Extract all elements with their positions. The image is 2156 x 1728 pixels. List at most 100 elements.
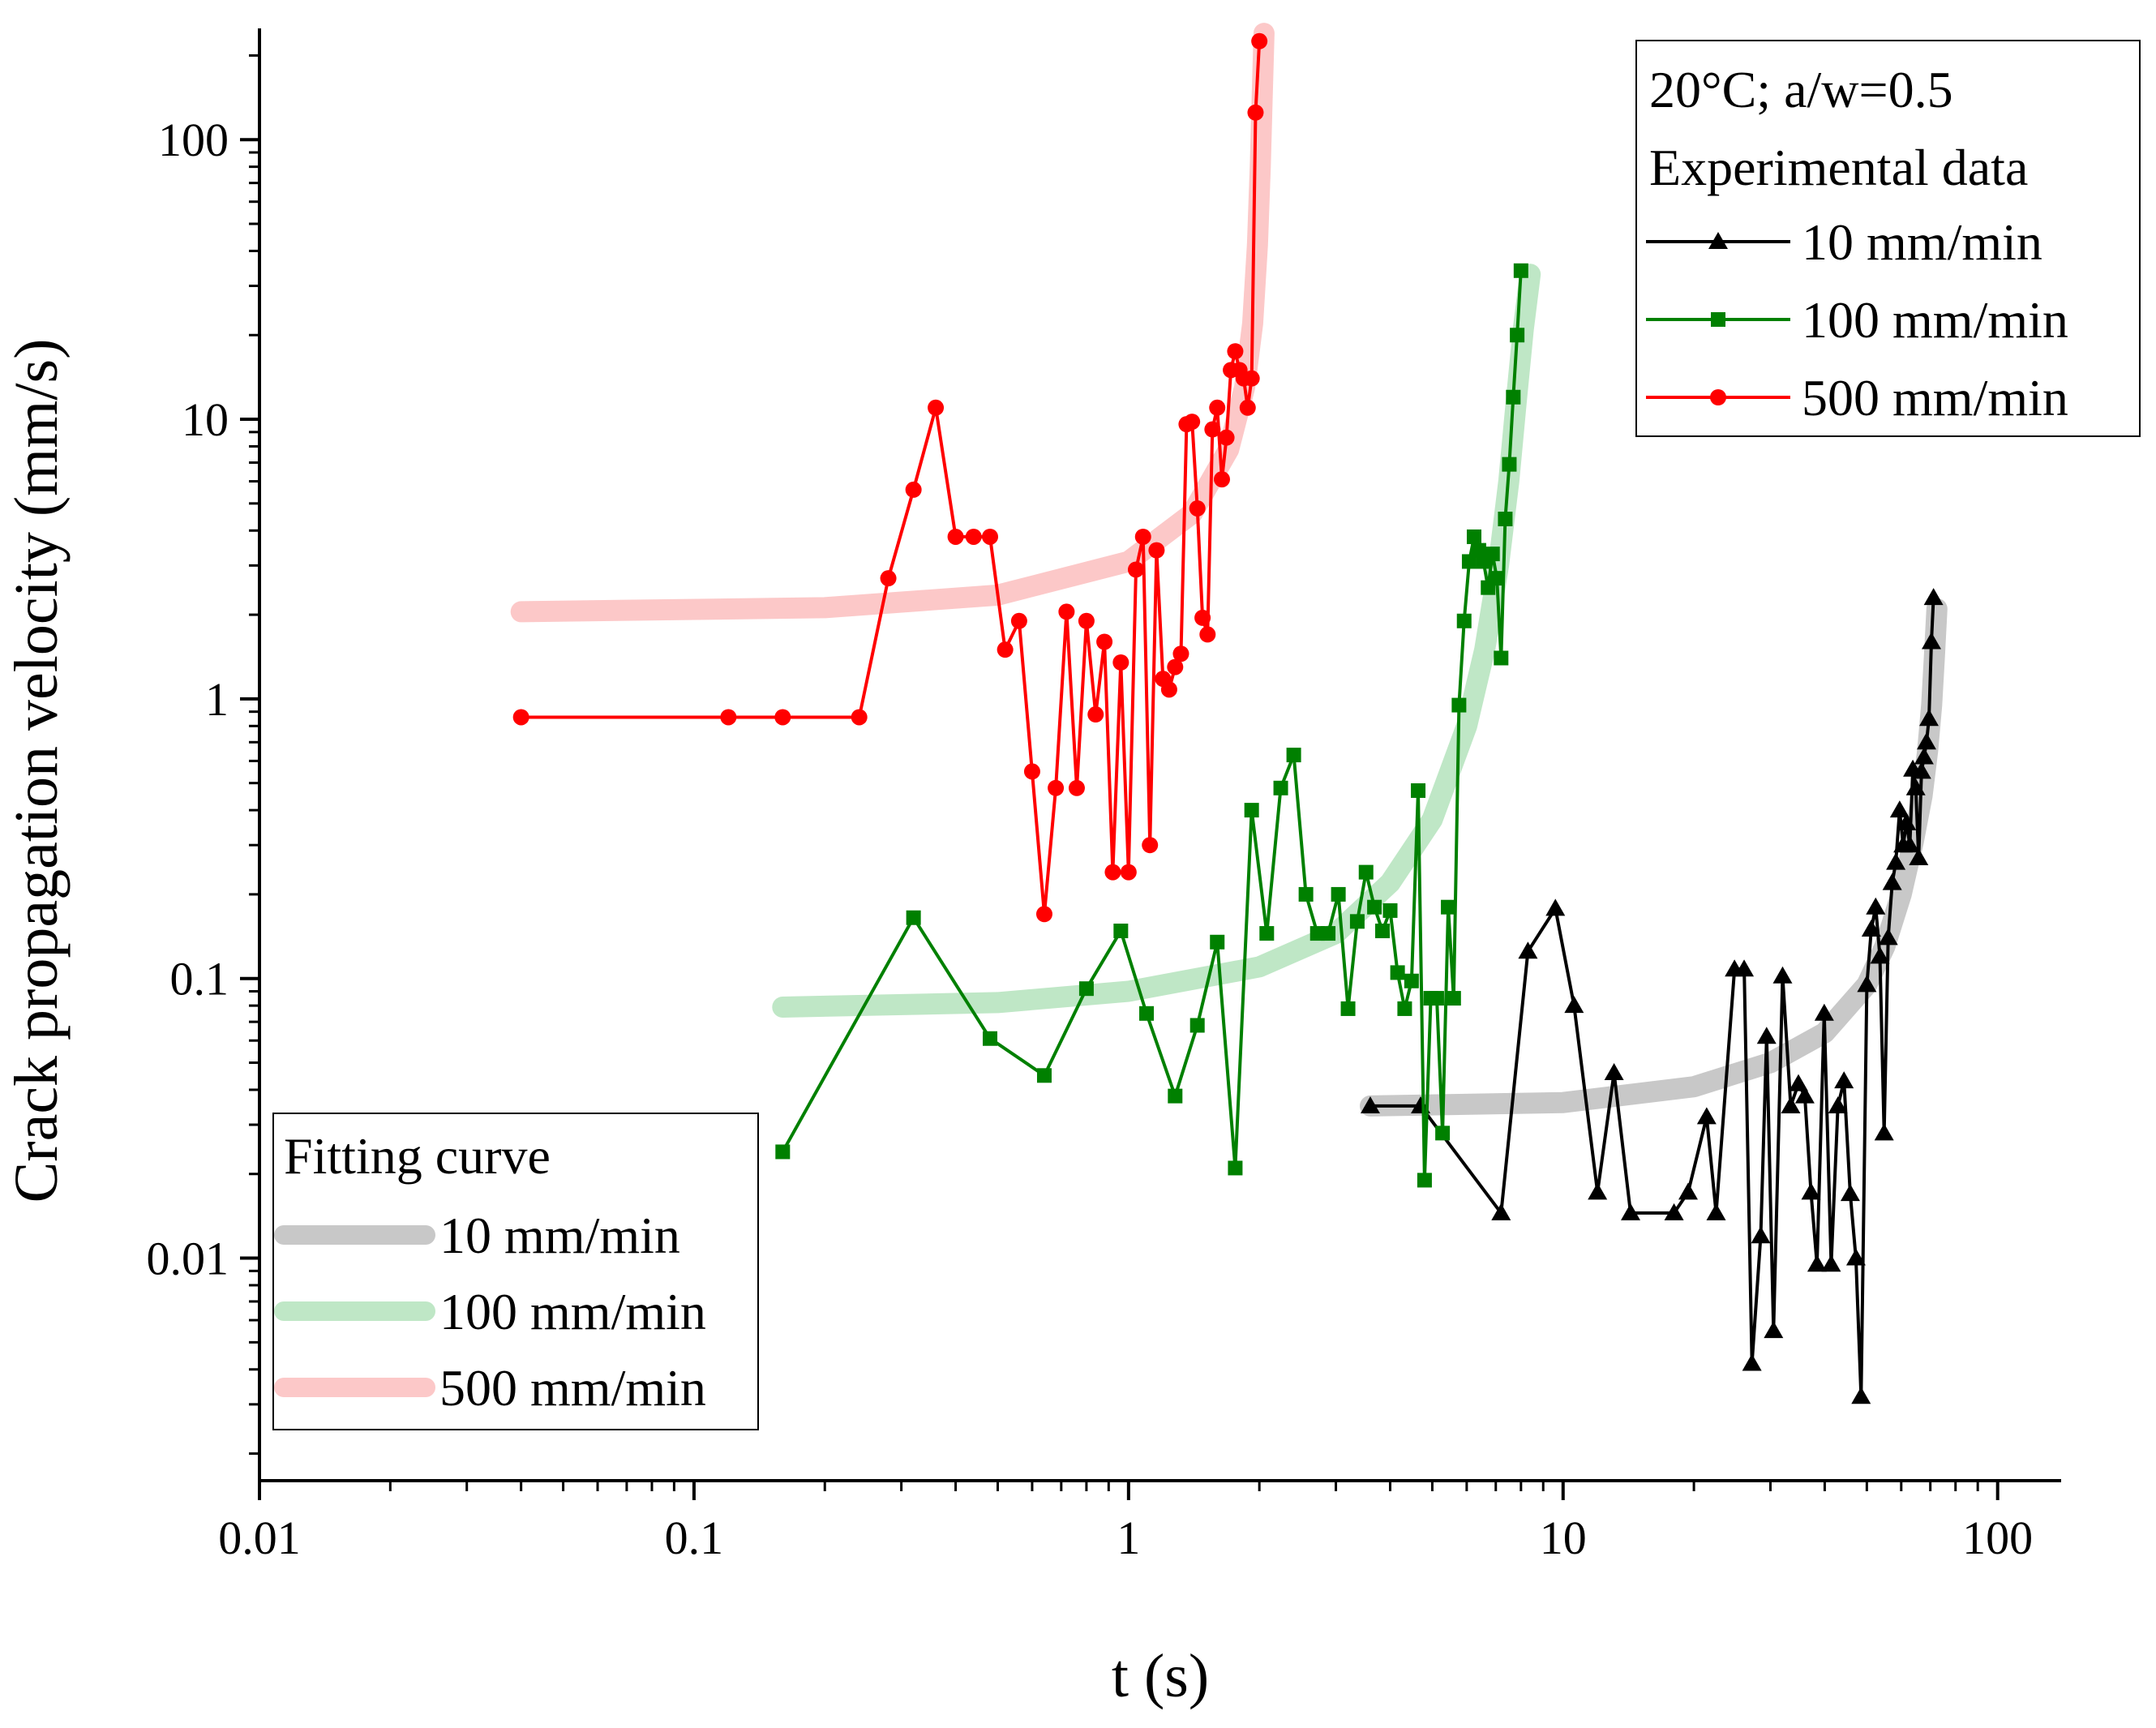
data-point-500-mm-min: [1167, 658, 1184, 675]
legend-experimental-entry-500-mm-min: 500 mm/min: [1646, 369, 2068, 427]
legend-fitting-label: 100 mm/min: [439, 1283, 706, 1340]
data-point-100-mm-min: [1298, 886, 1314, 902]
data-point-100-mm-min: [1390, 965, 1405, 980]
data-point-10-mm-min: [1696, 1107, 1717, 1125]
data-point-10-mm-min: [1781, 1096, 1801, 1113]
data-point-500-mm-min: [1010, 612, 1027, 629]
data-point-10-mm-min: [1764, 1321, 1784, 1339]
data-point-10-mm-min: [1742, 1353, 1762, 1371]
data-point-500-mm-min: [1112, 654, 1129, 671]
data-point-100-mm-min: [1489, 571, 1505, 586]
data-point-100-mm-min: [1113, 924, 1129, 939]
data-point-500-mm-min: [1184, 414, 1201, 431]
legend-experimental-header-2: Experimental data: [1649, 139, 2028, 196]
data-point-500-mm-min: [1251, 32, 1268, 49]
data-point-500-mm-min: [1058, 603, 1075, 620]
data-point-10-mm-min: [1878, 928, 1898, 945]
data-point-500-mm-min: [1148, 542, 1165, 559]
legend-experimental-label: 10 mm/min: [1802, 213, 2042, 271]
data-point-500-mm-min: [720, 709, 737, 726]
data-point-10-mm-min: [1807, 1254, 1827, 1272]
data-point-500-mm-min: [1134, 528, 1151, 545]
data-point-100-mm-min: [1078, 981, 1094, 997]
data-point-500-mm-min: [982, 528, 999, 545]
data-point-500-mm-min: [1068, 779, 1085, 796]
legend-experimental-label: 500 mm/min: [1802, 369, 2068, 427]
data-point-500-mm-min: [1239, 399, 1256, 416]
data-point-10-mm-min: [1751, 1226, 1771, 1244]
data-point-10-mm-min: [1814, 1003, 1834, 1021]
series-500-mm-min: [512, 32, 1268, 923]
data-point-10-mm-min: [1886, 852, 1906, 870]
data-point-500-mm-min: [1227, 343, 1244, 360]
data-point-100-mm-min: [1435, 1126, 1451, 1141]
data-point-100-mm-min: [1456, 613, 1472, 628]
data-point-500-mm-min: [947, 528, 964, 545]
y-axis-title: Crack propagation velocity (mm/s): [2, 339, 71, 1203]
data-point-100-mm-min: [1506, 389, 1521, 405]
data-point-500-mm-min: [1204, 421, 1221, 438]
data-point-500-mm-min: [1023, 763, 1040, 780]
data-point-10-mm-min: [1621, 1203, 1641, 1220]
data-point-10-mm-min: [1789, 1074, 1809, 1091]
data-point-500-mm-min: [1096, 633, 1113, 650]
data-point-10-mm-min: [1870, 946, 1890, 964]
data-point-100-mm-min: [1340, 1001, 1356, 1016]
data-point-100-mm-min: [1510, 328, 1525, 343]
axes: [240, 28, 2061, 1500]
data-point-500-mm-min: [928, 399, 945, 416]
data-point-500-mm-min: [1048, 779, 1065, 796]
data-point-500-mm-min: [1172, 645, 1189, 662]
data-point-10-mm-min: [1845, 1248, 1866, 1266]
legend-fitting-entry-100-mm-min: 100 mm/min: [274, 1283, 706, 1340]
data-point-100-mm-min: [1382, 903, 1398, 918]
data-point-10-mm-min: [1916, 732, 1936, 750]
data-point-100-mm-min: [1273, 780, 1288, 795]
experimental-series: [512, 32, 1944, 1404]
x-axis-title: t (s): [1112, 1642, 1209, 1710]
data-point-10-mm-min: [1919, 709, 1940, 727]
data-point-10-mm-min: [1900, 835, 1920, 853]
data-point-500-mm-min: [1078, 612, 1095, 629]
data-point-100-mm-min: [1210, 934, 1225, 950]
data-point-10-mm-min: [1821, 1254, 1841, 1272]
data-point-100-mm-min: [983, 1031, 998, 1046]
legend-experimental-entry-100-mm-min: 100 mm/min: [1646, 291, 2068, 349]
data-point-10-mm-min: [1909, 847, 1929, 865]
data-point-500-mm-min: [1035, 906, 1052, 923]
data-point-10-mm-min: [1857, 975, 1877, 993]
data-point-500-mm-min: [774, 709, 791, 726]
legend-fitting-entry-10-mm-min: 10 mm/min: [274, 1207, 680, 1264]
y-tick-label: 100: [158, 114, 229, 166]
y-tick-label: 10: [182, 393, 229, 446]
data-point-100-mm-min: [1189, 1018, 1205, 1033]
data-point-10-mm-min: [1678, 1182, 1699, 1200]
data-point-10-mm-min: [1882, 873, 1902, 890]
data-point-100-mm-min: [1485, 547, 1500, 562]
data-point-500-mm-min: [1213, 471, 1230, 488]
data-point-100-mm-min: [1139, 1005, 1155, 1021]
data-point-10-mm-min: [1874, 1123, 1894, 1141]
x-tick-label: 100: [1962, 1511, 2033, 1564]
data-point-500-mm-min: [1209, 399, 1226, 416]
data-point-10-mm-min: [1545, 898, 1566, 916]
data-point-100-mm-min: [1502, 457, 1517, 472]
data-point-100-mm-min: [1331, 886, 1346, 902]
data-point-100-mm-min: [1417, 1173, 1432, 1188]
series-line-500-mm-min: [521, 41, 1262, 916]
data-point-10-mm-min: [1706, 1203, 1726, 1220]
data-point-100-mm-min: [775, 1144, 791, 1160]
data-point-100-mm-min: [1358, 864, 1374, 880]
tick-labels: 0.01 0.1 1 10 100 0.01 0.1 1 10 100: [147, 114, 2034, 1564]
data-point-100-mm-min: [1441, 899, 1456, 915]
data-point-100-mm-min: [1446, 991, 1461, 1006]
data-point-100-mm-min: [1397, 1001, 1412, 1016]
legend-fitting-frame: [272, 1113, 759, 1430]
data-point-500-mm-min: [512, 709, 529, 726]
data-point-500-mm-min: [1247, 104, 1264, 121]
data-point-100-mm-min: [1494, 650, 1509, 666]
legend-experimental: 20°C; a/w=0.5 Experimental data 10 mm/mi…: [1635, 40, 2141, 437]
y-tick-label: 0.1: [170, 953, 229, 1005]
data-point-10-mm-min: [1801, 1182, 1821, 1200]
